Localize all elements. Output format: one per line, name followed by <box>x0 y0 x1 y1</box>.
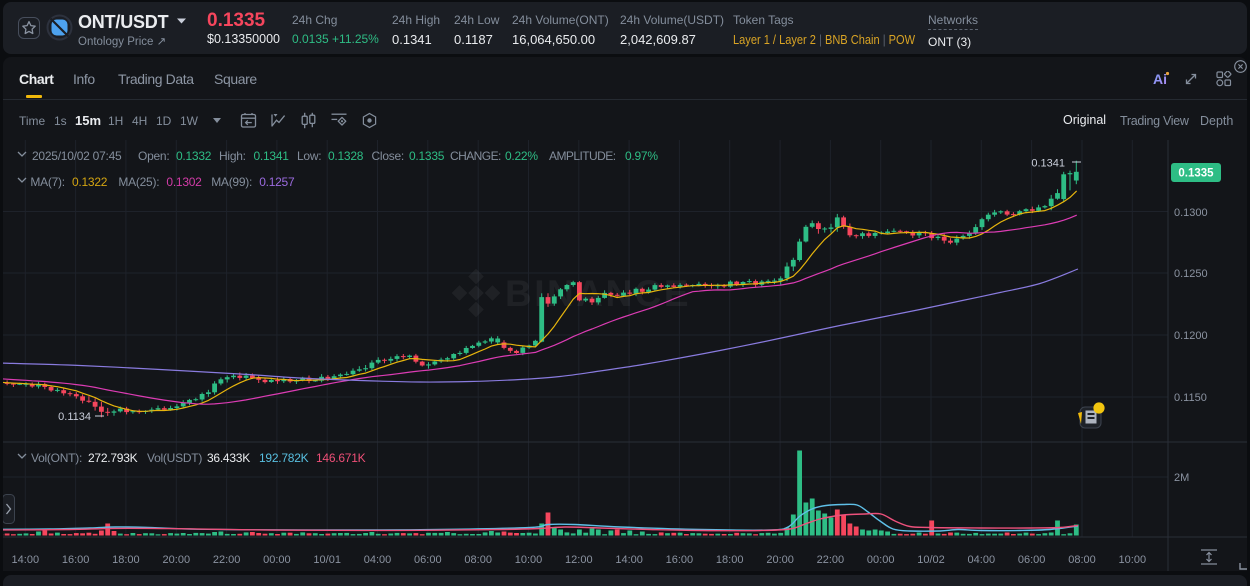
svg-text:06:00: 06:00 <box>414 554 442 566</box>
svg-text:Close:: Close: <box>372 149 405 163</box>
svg-text:0.1250: 0.1250 <box>1174 268 1208 280</box>
svg-text:18:00: 18:00 <box>112 554 140 566</box>
svg-text:12:00: 12:00 <box>565 554 593 566</box>
svg-text:Open:: Open: <box>138 149 169 163</box>
svg-text:14:00: 14:00 <box>615 554 643 566</box>
svg-text:20:00: 20:00 <box>163 554 191 566</box>
svg-text:0.1134: 0.1134 <box>58 411 91 423</box>
svg-text:36.433K: 36.433K <box>207 451 250 465</box>
svg-text:10:00: 10:00 <box>1119 554 1147 566</box>
svg-text:Low:: Low: <box>297 149 321 163</box>
svg-text:2025/10/02 07:45: 2025/10/02 07:45 <box>32 149 122 163</box>
svg-text:High:: High: <box>219 149 246 163</box>
svg-text:04:00: 04:00 <box>364 554 392 566</box>
svg-text:00:00: 00:00 <box>867 554 895 566</box>
svg-text:Vol(ONT):: Vol(ONT): <box>31 451 82 465</box>
svg-text:06:00: 06:00 <box>1018 554 1046 566</box>
svg-text:10/01: 10/01 <box>313 554 341 566</box>
svg-text:04:00: 04:00 <box>968 554 996 566</box>
svg-text:0.1257: 0.1257 <box>259 175 295 189</box>
svg-text:0.1150: 0.1150 <box>1174 392 1207 404</box>
svg-text:16:00: 16:00 <box>62 554 90 566</box>
svg-text:0.1328: 0.1328 <box>328 149 364 163</box>
svg-text:0.1335: 0.1335 <box>409 149 445 163</box>
svg-text:MA(99):: MA(99): <box>211 175 252 189</box>
svg-text:0.1332: 0.1332 <box>176 149 212 163</box>
svg-text:MA(7):: MA(7): <box>30 175 65 189</box>
svg-text:0.97%: 0.97% <box>625 149 658 163</box>
svg-text:18:00: 18:00 <box>716 554 744 566</box>
svg-text:20:00: 20:00 <box>766 554 794 566</box>
svg-text:146.671K: 146.671K <box>316 451 366 465</box>
svg-text:08:00: 08:00 <box>1068 554 1096 566</box>
svg-text:CHANGE:: CHANGE: <box>450 149 501 163</box>
svg-text:08:00: 08:00 <box>464 554 492 566</box>
svg-text:00:00: 00:00 <box>263 554 291 566</box>
svg-text:0.1335: 0.1335 <box>1178 168 1214 180</box>
svg-text:0.1341: 0.1341 <box>254 149 290 163</box>
svg-text:Ai: Ai <box>1153 71 1167 87</box>
svg-text:2M: 2M <box>1174 472 1189 484</box>
svg-text:10:00: 10:00 <box>515 554 543 566</box>
svg-text:22:00: 22:00 <box>817 554 845 566</box>
svg-text:0.1302: 0.1302 <box>166 175 202 189</box>
svg-text:MA(25):: MA(25): <box>118 175 159 189</box>
svg-text:192.782K: 192.782K <box>259 451 309 465</box>
svg-text:22:00: 22:00 <box>213 554 241 566</box>
svg-text:272.793K: 272.793K <box>88 451 138 465</box>
svg-text:10/02: 10/02 <box>917 554 945 566</box>
svg-text:16:00: 16:00 <box>666 554 694 566</box>
svg-text:0.22%: 0.22% <box>505 149 538 163</box>
svg-text:0.1300: 0.1300 <box>1174 207 1208 219</box>
svg-text:0.1200: 0.1200 <box>1174 330 1208 342</box>
svg-text:AMPLITUDE:: AMPLITUDE: <box>549 149 616 163</box>
svg-text:0.1322: 0.1322 <box>72 175 108 189</box>
svg-text:14:00: 14:00 <box>12 554 40 566</box>
svg-text:Vol(USDT): Vol(USDT) <box>147 451 202 465</box>
svg-text:0.1341: 0.1341 <box>1031 158 1065 170</box>
